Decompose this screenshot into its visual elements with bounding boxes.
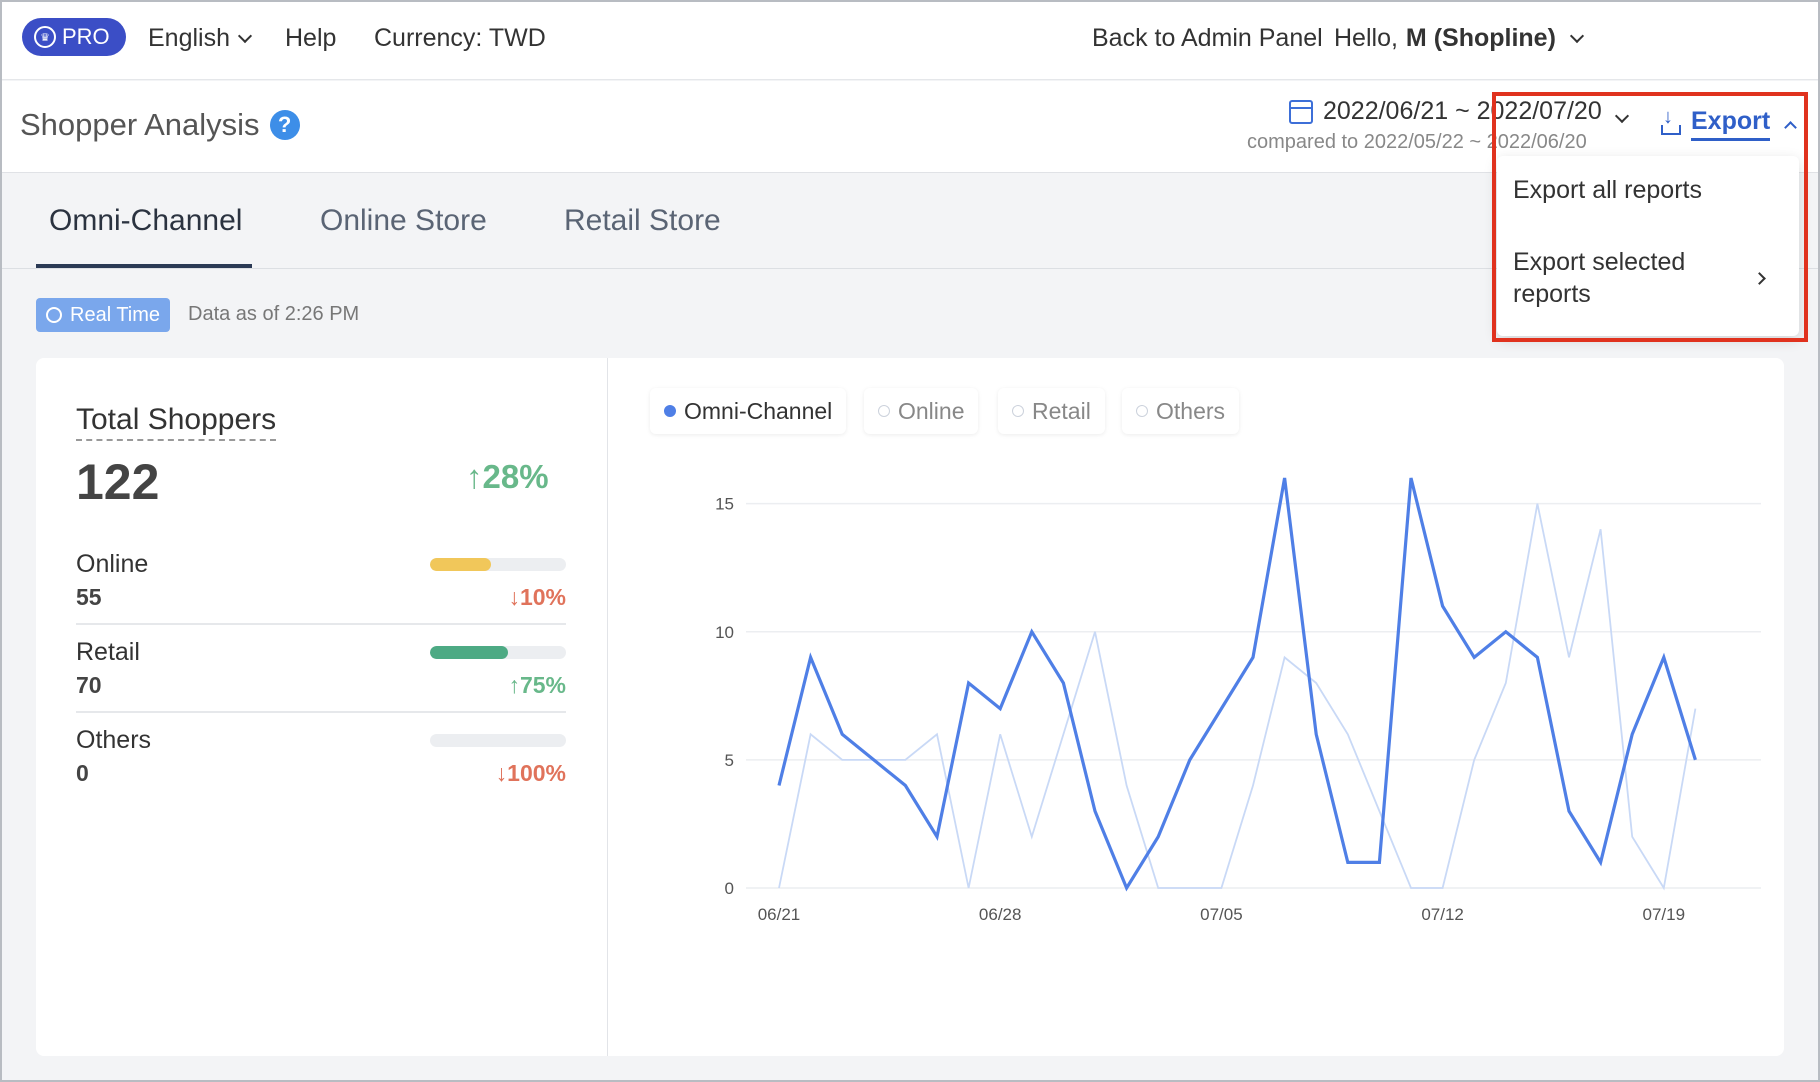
date-range-picker[interactable]: 2022/06/21 ~ 2022/07/20: [1289, 97, 1602, 126]
y-tick-label: 5: [725, 751, 734, 770]
total-shoppers-title[interactable]: Total Shoppers: [76, 403, 277, 441]
chevron-down-icon[interactable]: [1614, 108, 1630, 124]
series-line-comparison: [778, 503, 1697, 891]
export-all-reports-item[interactable]: Export all reports: [1513, 176, 1702, 204]
export-selected-reports-item[interactable]: Export selected reports: [1513, 246, 1685, 310]
shopper-card: Total Shoppers 122 ↑28% Online 55 ↓10% R…: [36, 358, 1784, 1056]
data-as-of-text: Data as of 2:26 PM: [188, 303, 360, 325]
breakdown-value: 55: [76, 584, 102, 610]
export-selected-label-line1: Export selected: [1513, 248, 1686, 276]
legend-others[interactable]: Others: [1122, 388, 1240, 434]
progress-fill: [430, 646, 508, 659]
y-tick-label: 0: [725, 879, 734, 898]
date-range-text: 2022/06/21 ~ 2022/07/20: [1323, 97, 1602, 125]
legend-omni-channel[interactable]: Omni-Channel: [650, 388, 847, 434]
legend-dot-icon: [878, 405, 890, 417]
breakdown-name: Others: [76, 726, 152, 754]
help-icon[interactable]: ?: [269, 110, 300, 140]
breakdown-row-others: Others 0 ↓100%: [76, 726, 566, 786]
x-tick-label: 07/05: [1200, 905, 1243, 924]
breakdown-change: ↓10%: [508, 584, 566, 610]
export-dropdown: Export all reports Export selected repor…: [1497, 156, 1799, 336]
breakdown-name: Online: [76, 550, 149, 578]
breakdown-change: ↓100%: [495, 760, 566, 786]
download-icon: [1659, 106, 1683, 136]
x-tick-label: 06/28: [979, 905, 1022, 924]
language-selector[interactable]: English: [148, 24, 253, 53]
user-menu[interactable]: Hello, M (Shopline): [1334, 24, 1584, 53]
active-tab-indicator: [36, 264, 252, 268]
breakdown-value: 70: [76, 672, 102, 698]
chevron-down-icon: [1569, 28, 1584, 43]
chevron-right-icon: [1753, 272, 1766, 285]
export-label: Export: [1691, 107, 1771, 141]
compared-to-text: compared to 2022/05/22 ~ 2022/06/20: [1247, 131, 1587, 153]
breakdown-row-retail: Retail 70 ↑75%: [76, 638, 566, 698]
series-line-omni-channel: [777, 477, 1697, 892]
total-shoppers-change: ↑28%: [466, 458, 549, 495]
legend-label: Omni-Channel: [684, 397, 833, 424]
y-tick-label: 15: [715, 495, 734, 514]
help-link[interactable]: Help: [285, 24, 337, 52]
breakdown-value: 0: [76, 760, 89, 786]
shoppers-line-chart: 0 5 10 15 06/21 06/28 07/05 07/12 07/19: [715, 477, 1761, 924]
progress-bar: [430, 734, 566, 747]
total-shoppers-value: 122: [76, 454, 160, 510]
breakdown-name: Retail: [76, 638, 140, 666]
legend-label: Retail: [1032, 397, 1091, 424]
progress-bar: [430, 646, 566, 659]
clock-icon: [46, 307, 62, 323]
chevron-down-icon: [237, 28, 253, 43]
legend-dot-icon: [1136, 405, 1148, 417]
language-label: English: [148, 24, 230, 52]
x-tick-label: 07/19: [1643, 905, 1686, 924]
real-time-label: Real Time: [70, 303, 161, 326]
legend-label: Online: [898, 397, 965, 424]
legend-label: Others: [1156, 397, 1226, 424]
chevron-up-icon: [1784, 120, 1798, 134]
crown-icon: ♛: [34, 26, 56, 48]
breakdown-change: ↑75%: [508, 672, 566, 698]
user-name: M (Shopline): [1405, 24, 1556, 52]
legend-dot-icon: [664, 405, 676, 417]
legend-online[interactable]: Online: [864, 388, 979, 434]
pro-badge[interactable]: ♛ PRO: [22, 18, 126, 56]
page-title-text: Shopper Analysis: [20, 107, 260, 142]
export-button[interactable]: Export: [1659, 106, 1798, 141]
greeting-prefix: Hello,: [1334, 24, 1398, 52]
legend-dot-icon: [1012, 405, 1024, 417]
card-divider: [607, 358, 608, 1056]
top-bar: ♛ PRO English Help Currency: TWD Back to…: [2, 2, 1818, 80]
tab-online-store[interactable]: Online Store: [320, 204, 487, 237]
breakdown-row-online: Online 55 ↓10%: [76, 550, 566, 610]
currency-label: Currency: TWD: [374, 24, 546, 52]
tab-omni-channel[interactable]: Omni-Channel: [49, 204, 243, 237]
progress-bar: [430, 558, 566, 571]
calendar-icon: [1289, 99, 1313, 124]
page-title: Shopper Analysis ?: [20, 107, 300, 143]
x-tick-label: 06/21: [758, 905, 801, 924]
legend-retail[interactable]: Retail: [998, 388, 1105, 434]
export-selected-label-line2: reports: [1513, 280, 1591, 308]
row-divider: [76, 711, 566, 713]
tab-retail-store[interactable]: Retail Store: [564, 204, 721, 237]
back-to-admin-link[interactable]: Back to Admin Panel: [1092, 24, 1323, 52]
progress-fill: [430, 558, 492, 571]
y-tick-label: 10: [715, 623, 734, 642]
row-divider: [76, 623, 566, 625]
x-tick-label: 07/12: [1421, 905, 1464, 924]
real-time-badge: Real Time: [36, 298, 171, 332]
pro-label: PRO: [62, 24, 110, 49]
